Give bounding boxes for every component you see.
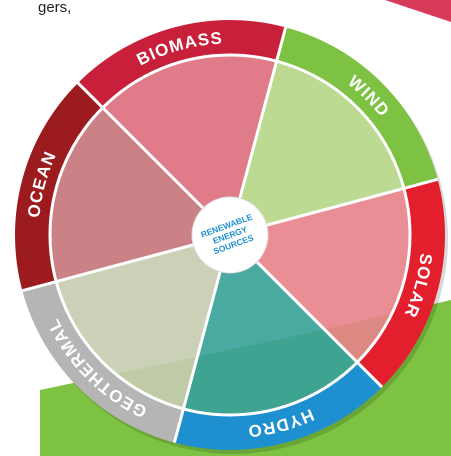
energy-wheel: gers, BIOMASSWINDSOLARHYDROGEOTHERMALOCE… — [0, 0, 451, 456]
corner-shape — [385, 0, 451, 22]
page: gers, BIOMASSWINDSOLARHYDROGEOTHERMALOCE… — [0, 0, 451, 456]
top-text: gers, — [38, 0, 71, 16]
